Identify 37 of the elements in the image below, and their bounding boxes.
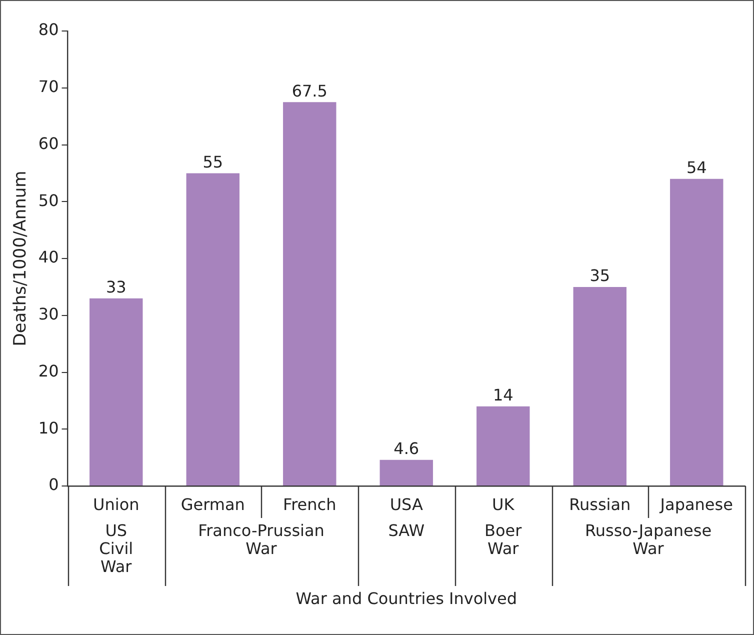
y-tick-label: 30 [38,304,59,324]
y-tick-label: 70 [38,77,59,96]
y-tick-label: 0 [48,475,59,494]
x-tick-label: UK [492,494,515,514]
y-tick-label: 50 [38,190,59,210]
x-tick-label: French [283,494,336,514]
text: Franco-Prussian War [198,521,324,558]
x-tick-label: Union [93,494,140,514]
text: Boer War [484,521,522,558]
bar [670,178,724,486]
data-label: 55 [202,152,224,172]
data-label: 14 [492,386,514,405]
data-label: 4.6 [394,438,420,458]
x-tick-label: USA [390,494,423,514]
bar [573,286,626,486]
data-label: 54 [686,158,707,178]
bar [186,173,240,486]
x-tick-label: German [180,494,245,514]
data-label: 33 [106,277,126,296]
y-tick-label: 60 [38,134,59,153]
x-tick-label: Japanese [659,494,733,514]
data-label: 35 [590,266,610,286]
bar [476,406,530,486]
text: US Civil War [99,521,134,576]
text: SAW [388,521,425,540]
y-tick-label: 40 [38,248,59,267]
bar [90,298,143,486]
x-axis-title: War and Countries Involved [296,589,518,608]
y-tick-label: 20 [38,361,59,380]
y-tick-label: 10 [38,418,59,438]
bar [380,460,433,486]
y-tick-label: 80 [38,20,59,40]
data-label: 67.5 [292,81,328,100]
text: Russo-Japanese War [584,521,712,558]
y-axis-title: Deaths/1000/Annum [10,170,31,346]
x-tick-label: Russian [569,494,631,514]
bar [283,102,336,486]
